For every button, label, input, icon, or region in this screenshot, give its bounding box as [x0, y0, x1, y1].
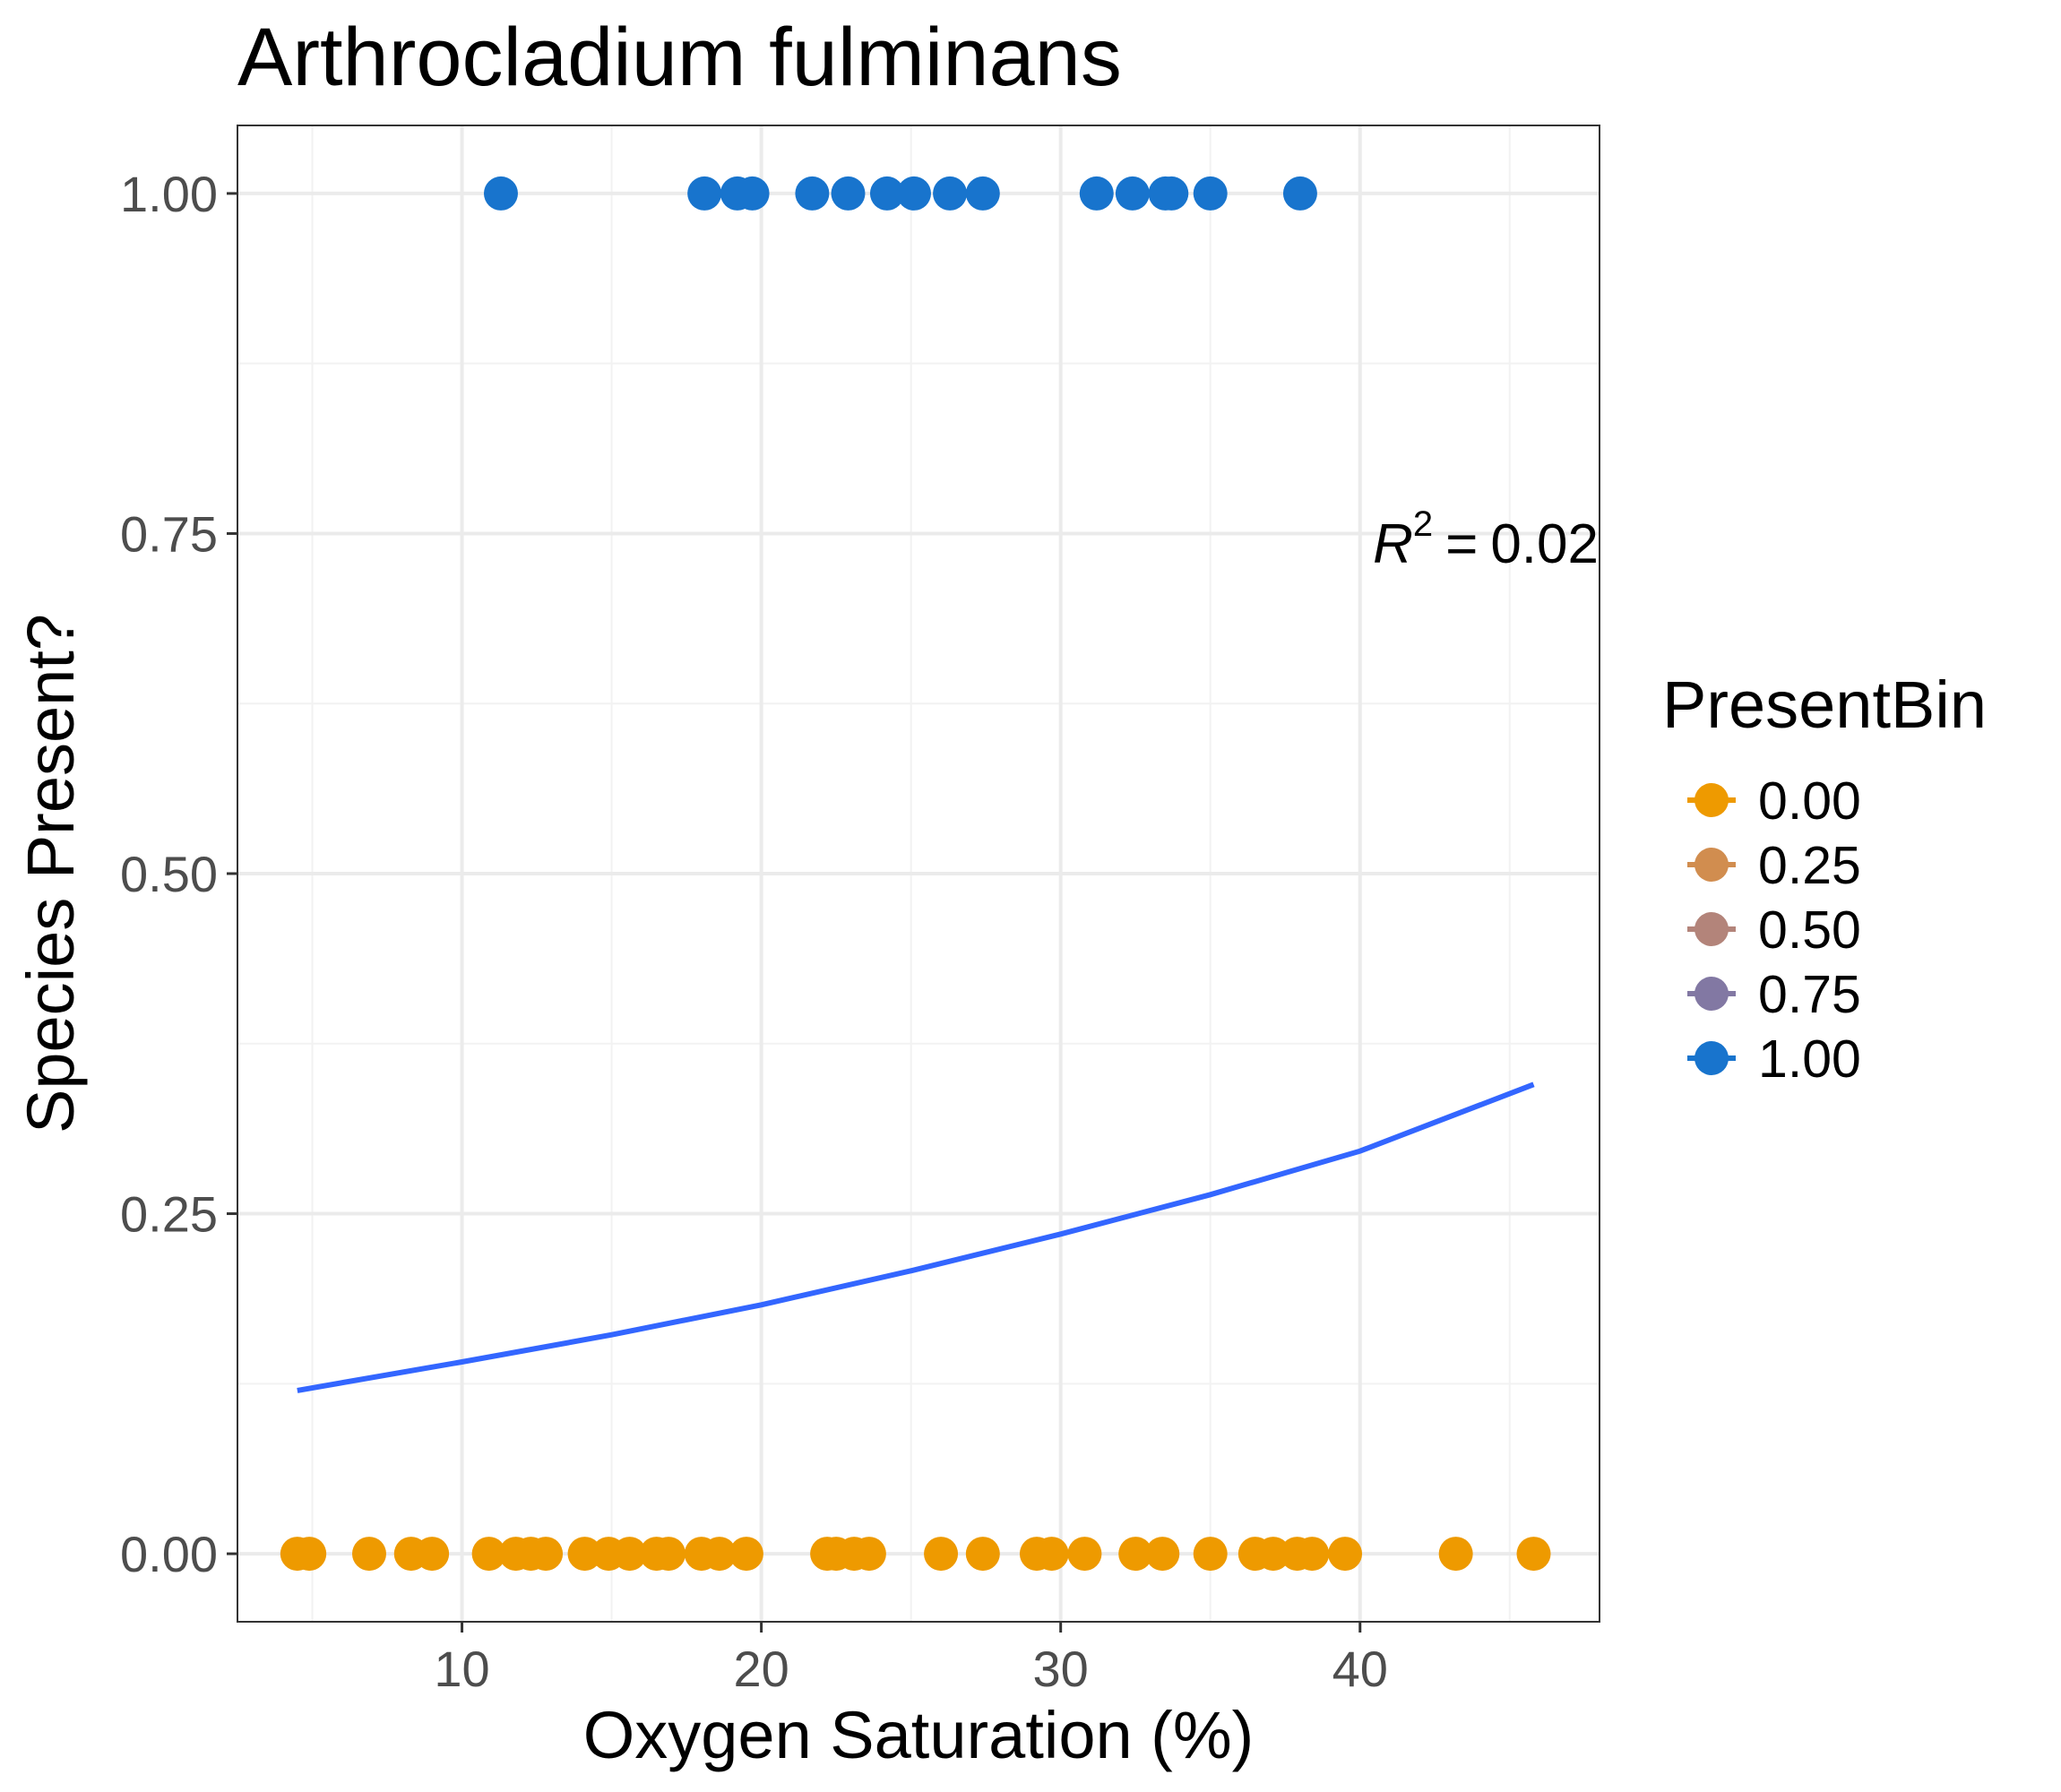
absent-point — [924, 1537, 959, 1572]
points-layer — [280, 176, 1551, 1572]
legend-label: 0.75 — [1758, 965, 1861, 1024]
absent-point — [965, 1537, 1000, 1572]
absent-point — [567, 1537, 602, 1572]
absent-point — [651, 1537, 686, 1572]
x-tick-label: 30 — [1033, 1641, 1089, 1697]
absent-point — [1118, 1537, 1153, 1572]
present-point — [1079, 176, 1114, 211]
chart-title: Arthrocladium fulminans — [237, 12, 1122, 103]
absent-point — [702, 1537, 737, 1572]
present-point — [483, 176, 518, 211]
absent-point — [351, 1537, 386, 1572]
absent-point — [1193, 1537, 1228, 1572]
y-tick-label: 0.25 — [120, 1186, 218, 1243]
absent-point — [292, 1537, 327, 1572]
absent-point — [1328, 1537, 1363, 1572]
y-tick-label: 0.50 — [120, 846, 218, 902]
present-point — [869, 176, 904, 211]
r-exponent: 2 — [1413, 504, 1433, 544]
r-value: 0.02 — [1490, 513, 1599, 575]
y-axis-title: Species Present? — [13, 614, 88, 1133]
present-point — [1115, 176, 1150, 211]
legend-item: 0.00 — [1687, 771, 1861, 831]
legend-item: 0.50 — [1687, 900, 1861, 960]
present-point — [735, 176, 770, 211]
legend-item: 0.75 — [1687, 965, 1861, 1024]
major-grid — [237, 125, 1600, 1622]
absent-point — [1255, 1537, 1290, 1572]
present-point — [933, 176, 968, 211]
x-axis-title: Oxygen Saturation (%) — [583, 1698, 1255, 1772]
y-tick-label: 0.75 — [120, 505, 218, 562]
present-point — [687, 176, 722, 211]
fit-curve — [297, 1081, 1535, 1393]
present-point — [896, 176, 931, 211]
present-point — [831, 176, 866, 211]
absent-point — [529, 1537, 564, 1572]
absent-point — [1295, 1537, 1330, 1572]
absent-point — [612, 1537, 647, 1572]
y-tick-label: 1.00 — [120, 166, 218, 222]
legend: 0.000.250.500.75 1.00 — [1687, 771, 1861, 1089]
present-point — [1193, 176, 1228, 211]
absent-point — [851, 1537, 886, 1572]
legend-label: 0.00 — [1758, 771, 1861, 831]
legend-marker — [1695, 977, 1729, 1011]
legend-item: 0.25 — [1687, 836, 1861, 895]
r-symbol: R — [1373, 513, 1413, 575]
absent-point — [1516, 1537, 1551, 1572]
legend-marker — [1695, 783, 1729, 817]
r-squared-annotation: R2 = 0.02 — [1373, 504, 1599, 575]
y-axis: 0.00 0.25 0.50 0.75 1.00 — [120, 166, 237, 1582]
absent-point — [471, 1537, 506, 1572]
r-equals: = — [1445, 513, 1478, 575]
present-point — [1282, 176, 1317, 211]
absent-point — [1034, 1537, 1069, 1572]
legend-label: 0.50 — [1758, 900, 1861, 960]
fit-layer — [297, 1081, 1535, 1393]
absent-point — [415, 1537, 450, 1572]
y-tick-label: 0.00 — [120, 1526, 218, 1582]
legend-item: 1.00 — [1687, 1030, 1861, 1089]
legend-label: 0.25 — [1758, 836, 1861, 895]
legend-marker — [1695, 848, 1729, 882]
legend-title: PresentBin — [1662, 668, 1987, 742]
absent-point — [1145, 1537, 1180, 1572]
x-tick-label: 10 — [434, 1641, 489, 1697]
absent-point — [1438, 1537, 1473, 1572]
absent-point — [729, 1537, 763, 1572]
present-point — [965, 176, 1000, 211]
x-tick-label: 20 — [733, 1641, 789, 1697]
x-axis: 10 20 30 40 — [434, 1622, 1388, 1697]
present-point — [795, 176, 830, 211]
absent-point — [1067, 1537, 1102, 1572]
x-tick-label: 40 — [1332, 1641, 1388, 1697]
legend-marker — [1695, 1041, 1729, 1075]
present-point — [1154, 176, 1189, 211]
legend-marker — [1695, 912, 1729, 946]
legend-label: 1.00 — [1758, 1030, 1861, 1089]
